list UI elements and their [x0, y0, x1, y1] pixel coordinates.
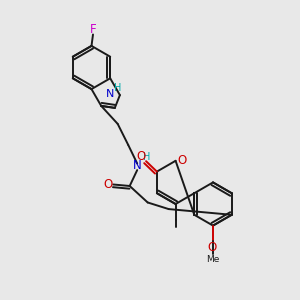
Text: O: O: [137, 150, 146, 163]
Text: Me: Me: [206, 255, 220, 264]
Text: H: H: [143, 152, 151, 162]
Text: O: O: [208, 241, 217, 254]
Text: O: O: [177, 154, 186, 167]
Text: N: N: [133, 159, 142, 172]
Text: H: H: [114, 83, 121, 94]
Text: N: N: [106, 88, 115, 99]
Text: F: F: [90, 22, 96, 36]
Text: O: O: [103, 178, 112, 191]
